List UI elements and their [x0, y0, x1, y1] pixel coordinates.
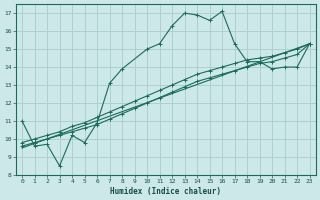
- X-axis label: Humidex (Indice chaleur): Humidex (Indice chaleur): [110, 187, 221, 196]
